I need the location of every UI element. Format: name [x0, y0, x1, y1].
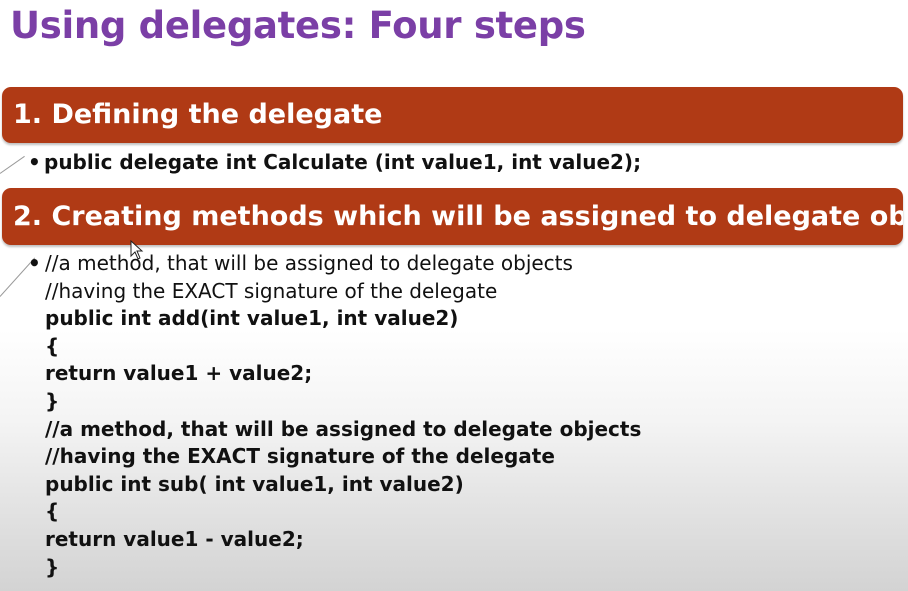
step-1-bullet: • public delegate int Calculate (int valu… — [28, 150, 641, 174]
code-line: public int add(int value1, int value2) — [45, 306, 459, 331]
code-line: return value1 + value2; — [45, 361, 313, 386]
code-comment: //having the EXACT signature of the dele… — [45, 278, 498, 303]
step-1-heading: 1. Defining the delegate — [13, 99, 383, 130]
delegate-declaration: public delegate int Calculate (int value… — [44, 150, 642, 174]
code-comment: //having the EXACT signature of the dele… — [45, 444, 555, 469]
decorative-line — [0, 155, 25, 174]
code-line: } — [45, 554, 60, 579]
bullet-dot-icon: • — [28, 150, 41, 174]
code-comment: //a method, that will be assigned to del… — [45, 416, 642, 441]
bullet-dot-icon: • — [28, 251, 41, 275]
code-line: { — [45, 499, 60, 524]
code-line: return value1 - value2; — [45, 526, 304, 551]
code-comment: //a method, that will be assigned to del… — [45, 251, 573, 275]
code-line: public int sub( int value1, int value2) — [45, 471, 464, 496]
code-block: //a method, that will be assigned to del… — [45, 250, 641, 581]
step-1-heading-bar: 1. Defining the delegate — [2, 87, 903, 143]
step-2-heading: 2. Creating methods which will be assign… — [13, 201, 903, 232]
mouse-pointer-icon — [130, 240, 144, 260]
slide-title: Using delegates: Four steps — [10, 4, 586, 47]
step-2-heading-bar: 2. Creating methods which will be assign… — [2, 188, 903, 245]
code-line: } — [45, 388, 60, 413]
code-line: { — [45, 333, 60, 358]
